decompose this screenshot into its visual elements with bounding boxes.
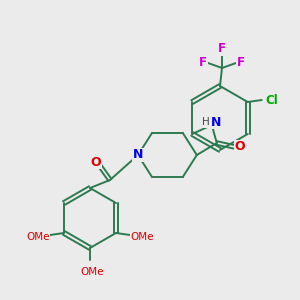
- Text: OMe: OMe: [130, 232, 154, 242]
- Text: F: F: [199, 56, 207, 70]
- Text: N: N: [133, 148, 143, 161]
- Text: N: N: [211, 116, 221, 128]
- Text: F: F: [237, 56, 245, 70]
- Text: F: F: [218, 43, 226, 56]
- Text: Cl: Cl: [265, 94, 278, 106]
- Text: OMe: OMe: [26, 232, 50, 242]
- Text: O: O: [235, 140, 245, 154]
- Text: OMe: OMe: [80, 267, 104, 277]
- Text: H: H: [202, 117, 210, 127]
- Text: O: O: [91, 155, 101, 169]
